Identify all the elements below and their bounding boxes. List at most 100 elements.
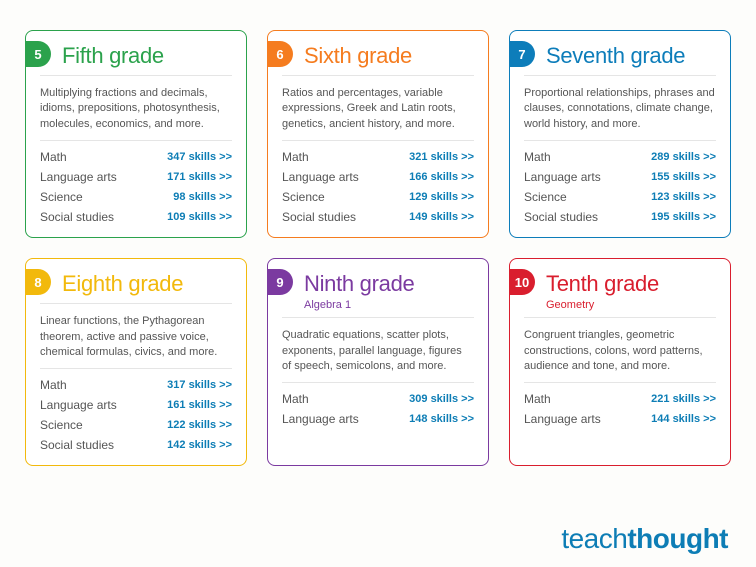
grade-card[interactable]: 6 Sixth grade Ratios and percentages, vari… [267, 30, 489, 238]
grade-number-badge: 6 [267, 41, 293, 67]
divider [282, 317, 474, 318]
skill-row: Math 347 skills >> [40, 147, 232, 167]
skill-link[interactable]: 148 skills >> [409, 413, 474, 425]
divider [282, 75, 474, 76]
brand-part2: thought [627, 523, 728, 554]
grade-card[interactable]: 7 Seventh grade Proportional relationships… [509, 30, 731, 238]
skill-label: Social studies [40, 210, 114, 224]
grade-title: Fifth grade [62, 43, 232, 69]
skill-row: Math 221 skills >> [524, 389, 716, 409]
skill-link[interactable]: 129 skills >> [409, 191, 474, 203]
skill-label: Science [282, 190, 325, 204]
grade-description: Quadratic equations, scatter plots, expo… [282, 328, 474, 374]
grade-title: Tenth grade [546, 271, 716, 297]
skill-link[interactable]: 171 skills >> [167, 171, 232, 183]
grade-card[interactable]: 10 Tenth grade Geometry Congruent triangles… [509, 258, 731, 466]
divider [524, 382, 716, 383]
skill-row: Science 122 skills >> [40, 415, 232, 435]
skill-row: Math 321 skills >> [282, 147, 474, 167]
skill-link[interactable]: 98 skills >> [173, 191, 232, 203]
skill-row: Science 129 skills >> [282, 187, 474, 207]
brand-part1: teach [561, 523, 627, 554]
skill-row: Language arts 148 skills >> [282, 409, 474, 429]
grade-number-badge: 7 [509, 41, 535, 67]
divider [524, 317, 716, 318]
skill-label: Math [524, 392, 551, 406]
skill-label: Language arts [282, 170, 359, 184]
skill-row: Social studies 142 skills >> [40, 435, 232, 455]
skill-link[interactable]: 321 skills >> [409, 151, 474, 163]
skill-link[interactable]: 155 skills >> [651, 171, 716, 183]
skill-row: Science 98 skills >> [40, 187, 232, 207]
divider [40, 303, 232, 304]
skill-row: Social studies 149 skills >> [282, 207, 474, 227]
skill-label: Math [524, 150, 551, 164]
skill-label: Math [40, 378, 67, 392]
skill-row: Language arts 171 skills >> [40, 167, 232, 187]
grade-number-badge: 10 [509, 269, 535, 295]
divider [282, 382, 474, 383]
grade-card[interactable]: 5 Fifth grade Multiplying fractions and de… [25, 30, 247, 238]
skill-label: Social studies [524, 210, 598, 224]
skill-label: Language arts [524, 170, 601, 184]
skill-label: Language arts [40, 398, 117, 412]
skill-row: Language arts 161 skills >> [40, 395, 232, 415]
skill-link[interactable]: 166 skills >> [409, 171, 474, 183]
skill-label: Social studies [282, 210, 356, 224]
skill-row: Language arts 144 skills >> [524, 409, 716, 429]
skill-label: Science [40, 190, 83, 204]
grade-cards-grid: 5 Fifth grade Multiplying fractions and de… [25, 30, 731, 466]
skill-label: Math [40, 150, 67, 164]
divider [524, 140, 716, 141]
skill-link[interactable]: 149 skills >> [409, 211, 474, 223]
skill-row: Math 309 skills >> [282, 389, 474, 409]
divider [40, 75, 232, 76]
grade-number-badge: 9 [267, 269, 293, 295]
grade-title: Eighth grade [62, 271, 232, 297]
skill-link[interactable]: 144 skills >> [651, 413, 716, 425]
skill-link[interactable]: 123 skills >> [651, 191, 716, 203]
skill-label: Language arts [524, 412, 601, 426]
skill-link[interactable]: 109 skills >> [167, 211, 232, 223]
skill-row: Social studies 195 skills >> [524, 207, 716, 227]
skill-link[interactable]: 289 skills >> [651, 151, 716, 163]
skill-link[interactable]: 195 skills >> [651, 211, 716, 223]
skill-label: Science [524, 190, 567, 204]
skill-link[interactable]: 347 skills >> [167, 151, 232, 163]
grade-number-badge: 8 [25, 269, 51, 295]
brand-logo: teachthought [561, 523, 728, 555]
grade-description: Ratios and percentages, variable express… [282, 86, 474, 132]
grade-title: Seventh grade [546, 43, 716, 69]
skill-label: Language arts [282, 412, 359, 426]
skill-label: Math [282, 150, 309, 164]
grade-subtitle: Algebra 1 [304, 299, 474, 311]
skill-link[interactable]: 122 skills >> [167, 419, 232, 431]
skill-row: Social studies 109 skills >> [40, 207, 232, 227]
grade-description: Proportional relationships, phrases and … [524, 86, 716, 132]
grade-card[interactable]: 8 Eighth grade Linear functions, the Pytha… [25, 258, 247, 466]
grade-card[interactable]: 9 Ninth grade Algebra 1 Quadratic equations… [267, 258, 489, 466]
skill-link[interactable]: 161 skills >> [167, 399, 232, 411]
skill-label: Science [40, 418, 83, 432]
skill-row: Math 289 skills >> [524, 147, 716, 167]
skill-label: Math [282, 392, 309, 406]
skill-row: Math 317 skills >> [40, 375, 232, 395]
skill-row: Language arts 155 skills >> [524, 167, 716, 187]
divider [40, 140, 232, 141]
skill-link[interactable]: 309 skills >> [409, 393, 474, 405]
skill-label: Social studies [40, 438, 114, 452]
grade-description: Linear functions, the Pythagorean theore… [40, 314, 232, 360]
skill-link[interactable]: 221 skills >> [651, 393, 716, 405]
grade-title: Ninth grade [304, 271, 474, 297]
skill-row: Language arts 166 skills >> [282, 167, 474, 187]
grade-subtitle: Geometry [546, 299, 716, 311]
skill-label: Language arts [40, 170, 117, 184]
divider [282, 140, 474, 141]
skill-link[interactable]: 142 skills >> [167, 439, 232, 451]
skill-link[interactable]: 317 skills >> [167, 379, 232, 391]
skill-row: Science 123 skills >> [524, 187, 716, 207]
grade-number-badge: 5 [25, 41, 51, 67]
grade-description: Multiplying fractions and decimals, idio… [40, 86, 232, 132]
grade-description: Congruent triangles, geometric construct… [524, 328, 716, 374]
grade-title: Sixth grade [304, 43, 474, 69]
